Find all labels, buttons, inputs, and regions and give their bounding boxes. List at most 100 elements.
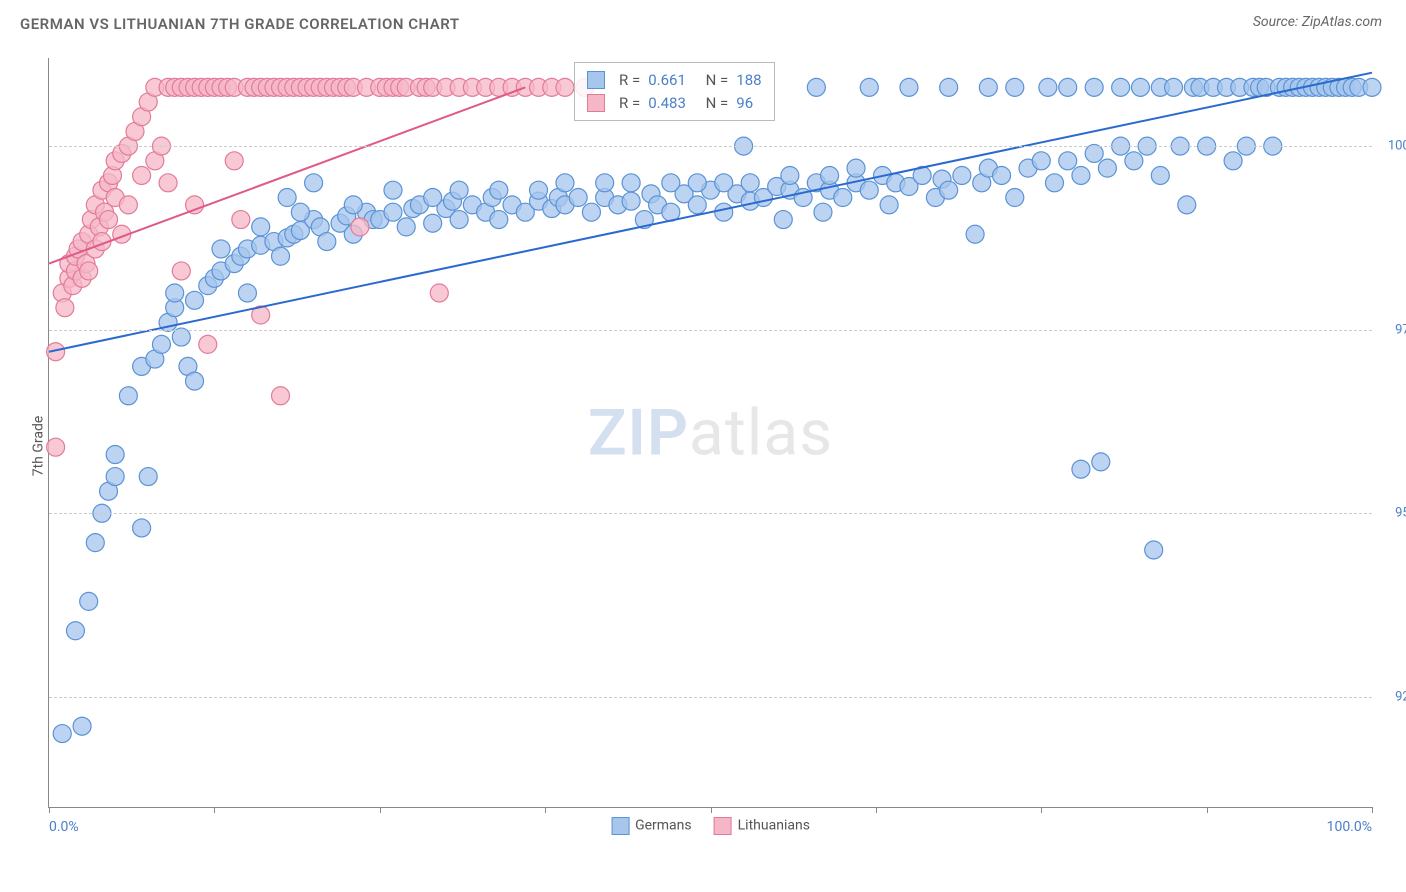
scatter-point-lithuanians: [232, 211, 250, 229]
scatter-point-germans: [807, 78, 825, 96]
xaxis-max-label: 100.0%: [1327, 819, 1372, 835]
scatter-point-germans: [1072, 166, 1090, 184]
y-axis-label: 7th Grade: [30, 416, 46, 477]
scatter-point-germans: [344, 196, 362, 214]
scatter-point-lithuanians: [172, 262, 190, 280]
scatter-point-germans: [252, 218, 270, 236]
scatter-point-germans: [119, 387, 137, 405]
scatter-point-germans: [80, 592, 98, 610]
scatter-point-germans: [993, 166, 1011, 184]
scatter-point-germans: [1145, 541, 1163, 559]
chart-title: GERMAN VS LITHUANIAN 7TH GRADE CORRELATI…: [20, 15, 460, 33]
scatter-point-germans: [450, 211, 468, 229]
scatter-point-germans: [847, 159, 865, 177]
scatter-point-germans: [212, 240, 230, 258]
scatter-point-germans: [860, 78, 878, 96]
xtick: [1041, 807, 1042, 813]
scatter-point-lithuanians: [100, 211, 118, 229]
scatter-point-germans: [318, 233, 336, 251]
scatter-point-germans: [106, 446, 124, 464]
scatter-point-germans: [397, 218, 415, 236]
scatter-point-germans: [940, 78, 958, 96]
xtick: [1207, 807, 1208, 813]
scatter-point-germans: [1178, 196, 1196, 214]
scatter-point-germans: [1085, 144, 1103, 162]
scatter-point-germans: [106, 468, 124, 486]
ytick-label: 95.0%: [1378, 506, 1406, 521]
source-label: Source: ZipAtlas.com: [1253, 14, 1382, 30]
scatter-point-germans: [715, 174, 733, 192]
scatter-point-lithuanians: [159, 174, 177, 192]
scatter-point-germans: [688, 196, 706, 214]
scatter-point-germans: [940, 181, 958, 199]
scatter-point-lithuanians: [80, 262, 98, 280]
scatter-point-germans: [272, 247, 290, 265]
scatter-point-lithuanians: [119, 196, 137, 214]
scatter-point-germans: [139, 468, 157, 486]
scatter-point-germans: [900, 78, 918, 96]
scatter-point-lithuanians: [225, 152, 243, 170]
legend-swatch-germans: [611, 817, 629, 835]
gridline-h: [49, 697, 1372, 698]
scatter-point-germans: [1045, 174, 1063, 192]
scatter-point-germans: [1131, 78, 1149, 96]
scatter-point-lithuanians: [351, 218, 369, 236]
n-prefix: N =: [706, 69, 729, 92]
r-prefix: R =: [619, 92, 640, 115]
xtick: [711, 807, 712, 813]
scatter-point-germans: [741, 174, 759, 192]
scatter-point-germans: [688, 174, 706, 192]
scatter-point-germans: [450, 181, 468, 199]
scatter-point-germans: [880, 196, 898, 214]
xaxis-min-label: 0.0%: [49, 819, 79, 835]
scatter-point-germans: [278, 189, 296, 207]
scatter-point-germans: [860, 181, 878, 199]
scatter-point-germans: [953, 166, 971, 184]
scatter-point-germans: [1039, 78, 1057, 96]
scatter-point-germans: [86, 534, 104, 552]
r-prefix: R =: [619, 69, 640, 92]
scatter-point-lithuanians: [56, 299, 74, 317]
legend-label-germans: Germans: [635, 818, 692, 834]
scatter-point-germans: [1224, 152, 1242, 170]
scatter-point-germans: [424, 189, 442, 207]
scatter-point-germans: [66, 622, 84, 640]
scatter-point-germans: [1006, 78, 1024, 96]
scatter-point-germans: [834, 189, 852, 207]
scatter-point-lithuanians: [430, 284, 448, 302]
scatter-point-germans: [1098, 159, 1116, 177]
scatter-point-germans: [556, 174, 574, 192]
ytick-label: 97.5%: [1378, 322, 1406, 337]
stats-row-germans: R = 0.661 N = 188: [587, 69, 762, 92]
scatter-point-germans: [1085, 78, 1103, 96]
scatter-point-germans: [384, 181, 402, 199]
scatter-point-germans: [1059, 78, 1077, 96]
scatter-point-germans: [582, 203, 600, 221]
chart-header: GERMAN VS LITHUANIAN 7TH GRADE CORRELATI…: [0, 0, 1406, 48]
scatter-point-germans: [622, 174, 640, 192]
r-value-germans: 0.661: [648, 69, 686, 92]
scatter-point-germans: [530, 181, 548, 199]
scatter-point-germans: [1092, 453, 1110, 471]
scatter-point-lithuanians: [47, 438, 65, 456]
scatter-point-germans: [1072, 460, 1090, 478]
scatter-point-germans: [384, 203, 402, 221]
r-value-lithuanians: 0.483: [648, 92, 686, 115]
scatter-point-germans: [172, 328, 190, 346]
bottom-legend: Germans Lithuanians: [611, 817, 810, 835]
scatter-point-germans: [238, 284, 256, 302]
scatter-point-germans: [133, 519, 151, 537]
scatter-point-germans: [774, 211, 792, 229]
legend-item-lithuanians: Lithuanians: [714, 817, 810, 835]
xtick: [1372, 807, 1373, 813]
scatter-point-germans: [1032, 152, 1050, 170]
scatter-point-germans: [1363, 78, 1381, 96]
scatter-point-germans: [152, 335, 170, 353]
scatter-point-lithuanians: [199, 335, 217, 353]
plot-area: ZIPatlas R = 0.661 N = 188 R = 0.483 N =…: [48, 58, 1372, 808]
swatch-germans: [587, 71, 605, 89]
scatter-point-germans: [53, 725, 71, 743]
scatter-point-germans: [490, 211, 508, 229]
scatter-point-germans: [1165, 78, 1183, 96]
scatter-point-germans: [662, 174, 680, 192]
